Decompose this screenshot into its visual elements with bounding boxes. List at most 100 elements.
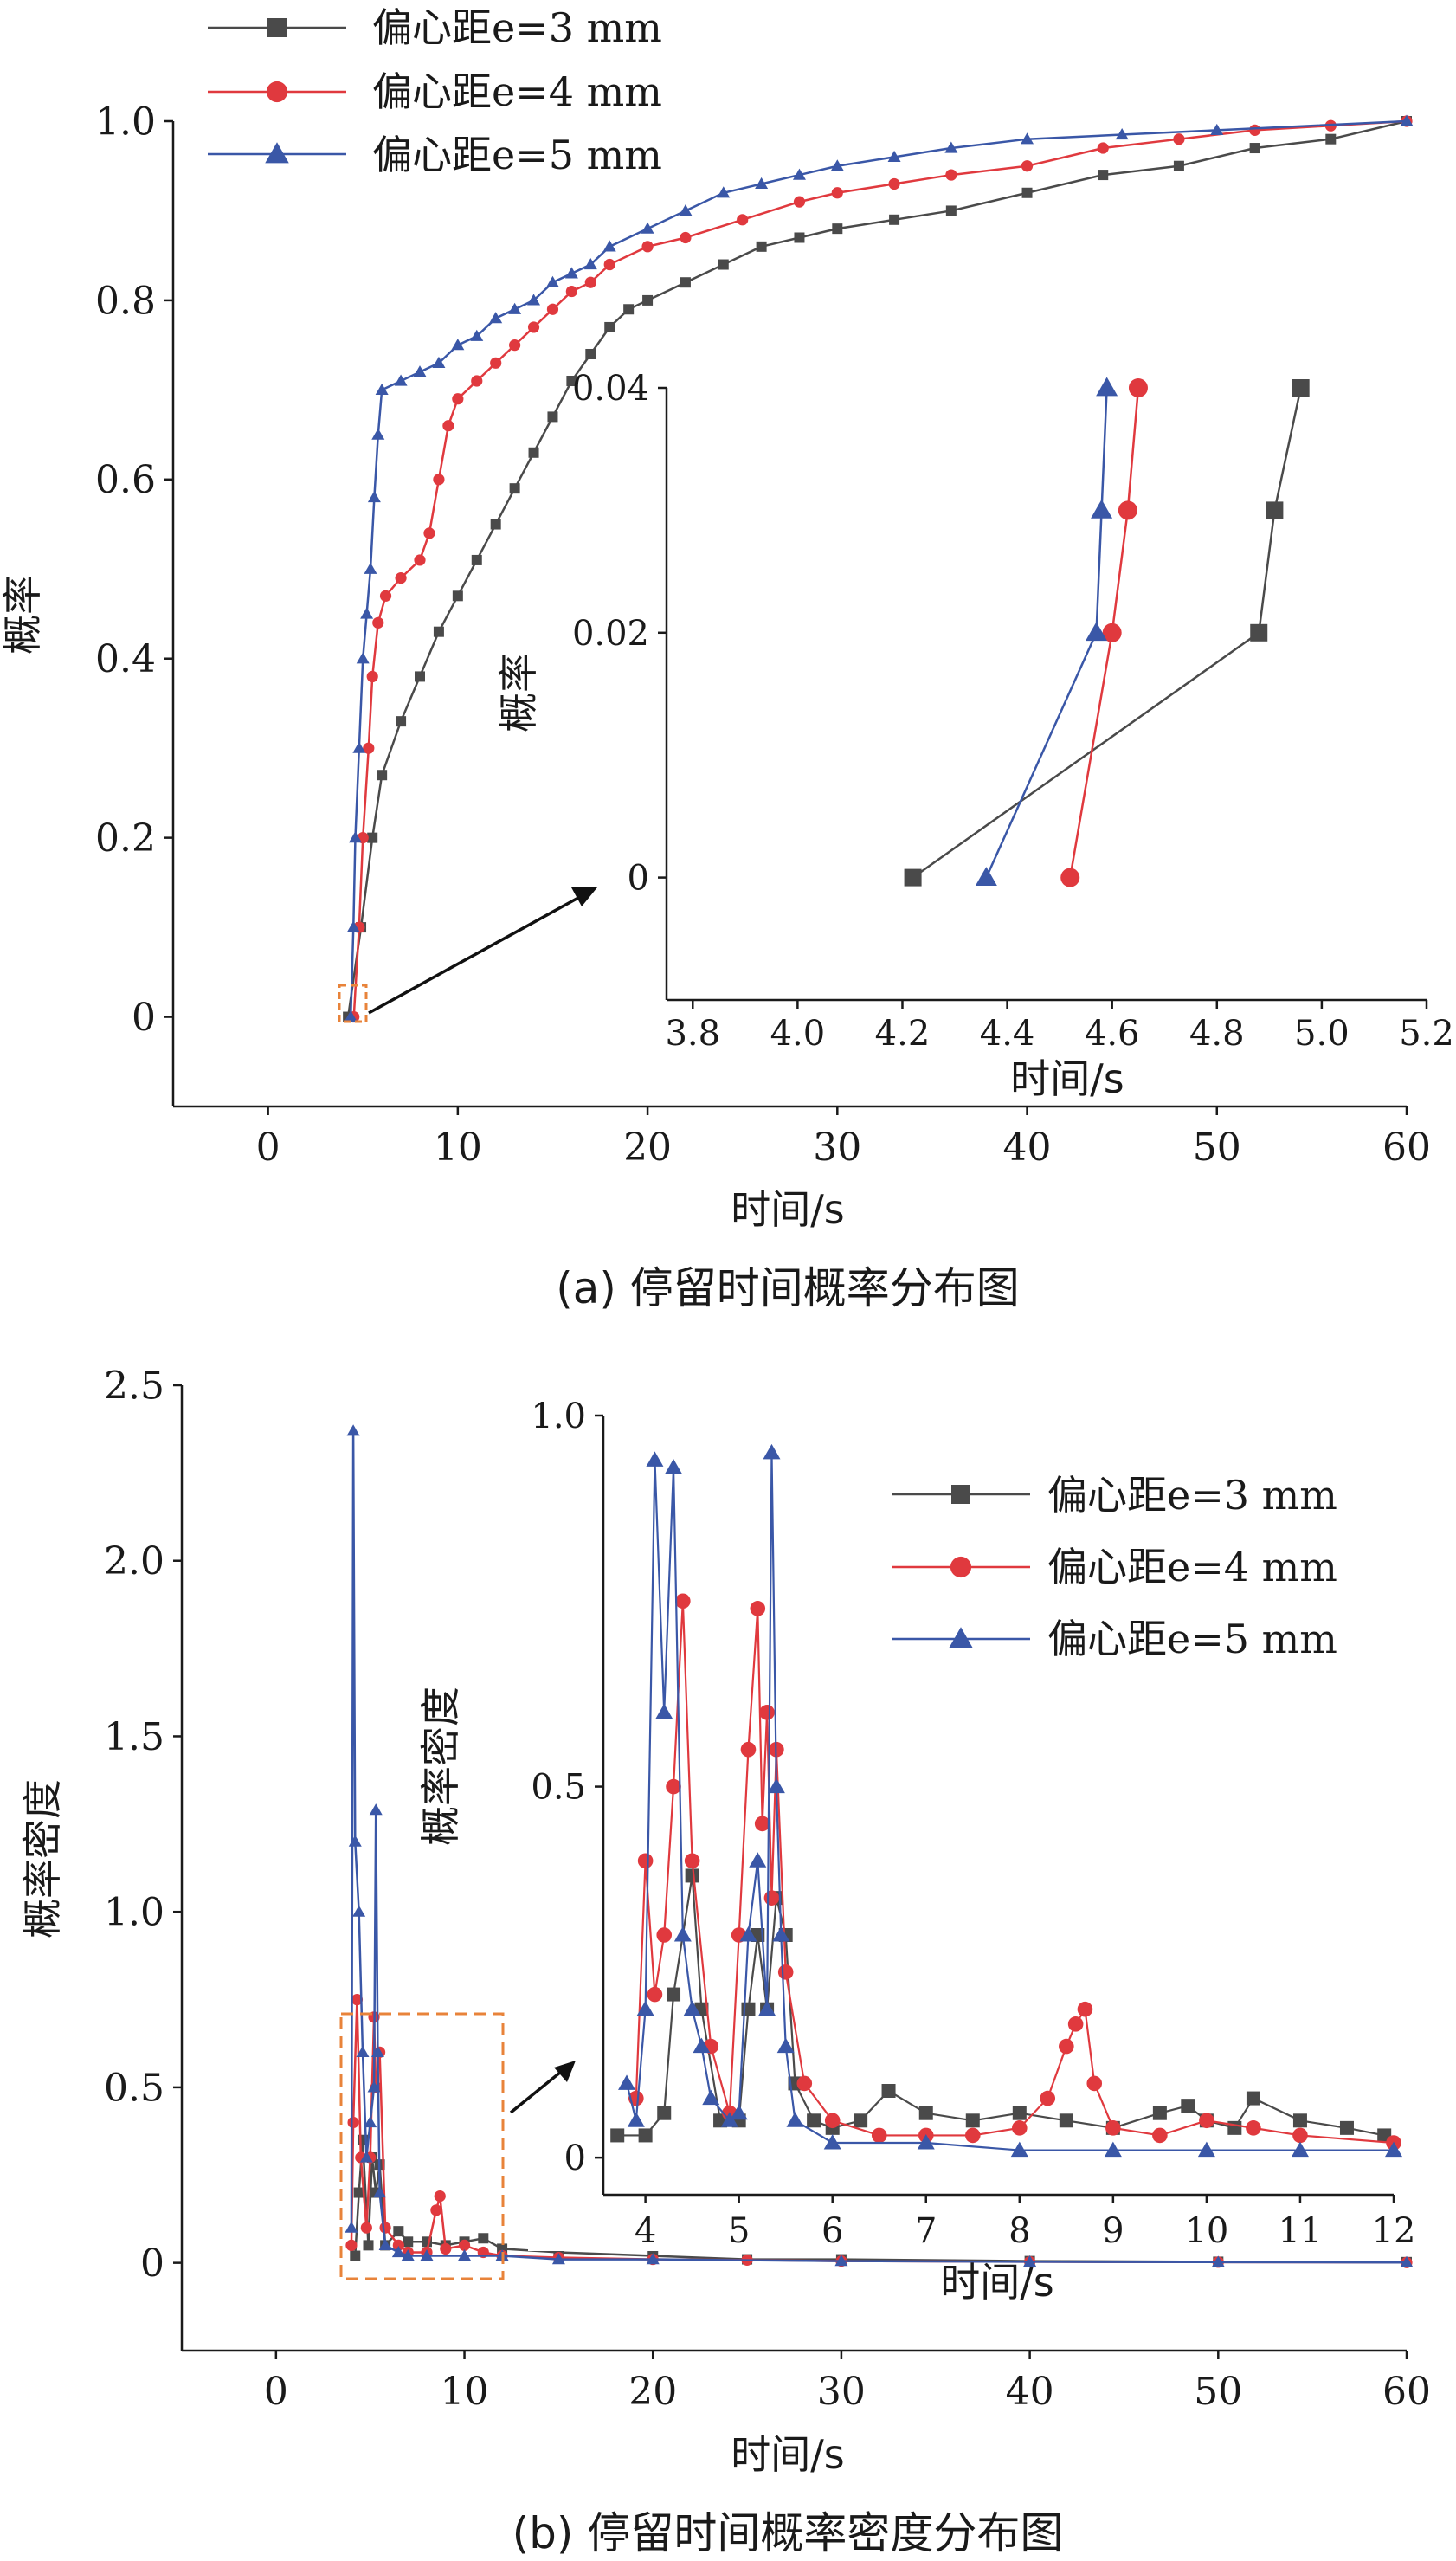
chart-b-inset-point (610, 2128, 625, 2143)
chart-a-point (793, 196, 806, 208)
chart-a-point (832, 223, 843, 235)
chart-b-point (346, 1424, 360, 1436)
chart-b-point (347, 2116, 359, 2129)
chart-a-point (375, 383, 389, 395)
chart-a-point (945, 205, 957, 216)
chart-b-point (1400, 2255, 1414, 2267)
chart-a-xlabel: 时间/s (731, 1186, 844, 1233)
chart-b-inset-point (1291, 2141, 1309, 2158)
legend-b-label-1: 偏心距e=4 mm (1047, 1544, 1337, 1590)
chart-a-point (344, 1010, 358, 1022)
chart-b-point (401, 2249, 415, 2261)
chart-a-series-line-4 (352, 119, 1408, 1017)
chart-b-inset-point (754, 1816, 770, 1832)
chart-b-inset-point (636, 2000, 654, 2016)
chart-a-inset-point (1266, 501, 1284, 519)
chart-a-point (364, 562, 377, 574)
chart-b-xtick-label: 40 (1006, 2370, 1054, 2414)
chart-b-inset-point (1246, 2091, 1260, 2106)
chart-a-inset-point (1060, 868, 1080, 887)
chart-b-inset-xtick-label: 10 (1184, 2211, 1228, 2251)
chart-b-inset-point (1197, 2141, 1215, 2158)
chart-b-caption: (b) 停留时间概率密度分布图 (512, 2508, 1064, 2558)
chart-b-inset-point (1292, 2127, 1308, 2144)
chart-b-point (367, 2080, 381, 2093)
chart-b-inset-point (965, 2113, 980, 2128)
chart-a-point (641, 241, 654, 253)
chart-b-ytick-label: 2.0 (104, 1539, 164, 1584)
chart-a-inset-series-line-4 (1069, 387, 1140, 878)
gLegA-marker-1 (266, 81, 288, 103)
chart-b-point (1211, 2255, 1225, 2267)
chart-a-point (423, 527, 435, 539)
chart-a-point (527, 321, 540, 333)
chart-a-xtick-label: 30 (813, 1126, 861, 1170)
chart-a-point (366, 670, 378, 683)
chart-b-inset-point (854, 2113, 868, 2128)
chart-b-zoom-box (339, 2012, 505, 2280)
chart-a-point (680, 231, 692, 244)
chart-b-inset-point (1077, 2001, 1093, 2017)
chart-a-inset-xtick-label: 4.2 (875, 1014, 931, 1054)
chart-b-inset-ytick-label: 0.5 (531, 1768, 586, 1808)
chart-b-inset-series-line-4 (635, 1601, 1395, 2145)
chart-a-point (1249, 124, 1261, 136)
chart-b-point (350, 2250, 361, 2261)
chart-a-point (433, 626, 444, 637)
chart-b-inset-point (685, 1868, 699, 1883)
chart-b-ytick-label: 1.0 (104, 1891, 164, 1935)
chart-b-inset-xtick-label: 6 (821, 2211, 843, 2251)
chart-b-inset-point (881, 2084, 896, 2098)
chart-a-point (352, 741, 366, 753)
chart-b-inset-point (917, 2134, 935, 2150)
chart-a-inset-point (1086, 622, 1108, 642)
chart-a-point (830, 159, 844, 171)
chart-a-point (737, 214, 749, 226)
chart-b-inset-point (618, 2074, 636, 2090)
chart-a-point (509, 483, 520, 494)
chart-b-inset-point (666, 1778, 681, 1795)
chart-b-series-line-3 (354, 2139, 1408, 2264)
chart-a-point (1400, 114, 1414, 126)
chart-b-point (434, 2190, 446, 2203)
chart-a-ytick-label: 0.4 (95, 637, 156, 681)
chart-b-point (440, 2242, 452, 2255)
chart-a-point (887, 150, 901, 163)
chart-b-inset-point (776, 2037, 795, 2054)
chart-b-point (364, 2115, 377, 2128)
chart-b-point (378, 2238, 392, 2250)
chart-a-inset-point (1118, 500, 1137, 520)
chart-a-point (356, 652, 370, 664)
chart-a-inset-series-line-5 (985, 387, 1108, 879)
chart-a-point (564, 267, 578, 279)
chart-a-point (379, 590, 392, 602)
chart-b-inset-point (720, 2112, 738, 2127)
chart-b-inset-point (675, 1593, 691, 1609)
chart-a-point (889, 214, 900, 225)
chart-a-point (547, 411, 558, 423)
chart-a-caption: (a) 停留时间概率分布图 (556, 1263, 1020, 1313)
chart-a-inset-point (1102, 623, 1122, 642)
chart-a-point (1021, 160, 1034, 172)
chart-a-point (471, 375, 483, 387)
chart-a-inset-xtick-label: 5.2 (1399, 1014, 1454, 1054)
chart-a-xtick-label: 40 (1003, 1126, 1052, 1170)
chart-b-point (360, 2222, 372, 2234)
chart-a-xtick-label: 60 (1382, 1126, 1431, 1170)
chart-a-point (1173, 133, 1185, 145)
chart-b-point (345, 2221, 358, 2233)
chart-a-inset: 3.8 4.0 4.2 4.4 4.6 4.8 5.0 5.2 0 0.02 0.04 (572, 364, 1454, 1056)
chart-a-point (490, 357, 502, 369)
chart-b-ylabel: 概率密度 (19, 1779, 66, 1938)
chart-b-point (356, 2045, 370, 2057)
chart-b-inset-xtick-label: 12 (1372, 2211, 1416, 2251)
chart-b-inset-point (777, 1964, 794, 1980)
chart-b-inset-point (702, 2089, 720, 2106)
chart-a-point (413, 365, 427, 377)
chart-a-point (490, 519, 501, 530)
chart-b-inset-point (1339, 2120, 1354, 2135)
chart-a-point (642, 294, 654, 306)
legend-a: 偏心距e=3 mm 偏心距e=4 mm 偏心距e=5 mm (208, 4, 662, 178)
chart-a-inset-xtick-label: 4.8 (1189, 1014, 1245, 1054)
chart-b-zoom-arrowhead (554, 2061, 576, 2082)
